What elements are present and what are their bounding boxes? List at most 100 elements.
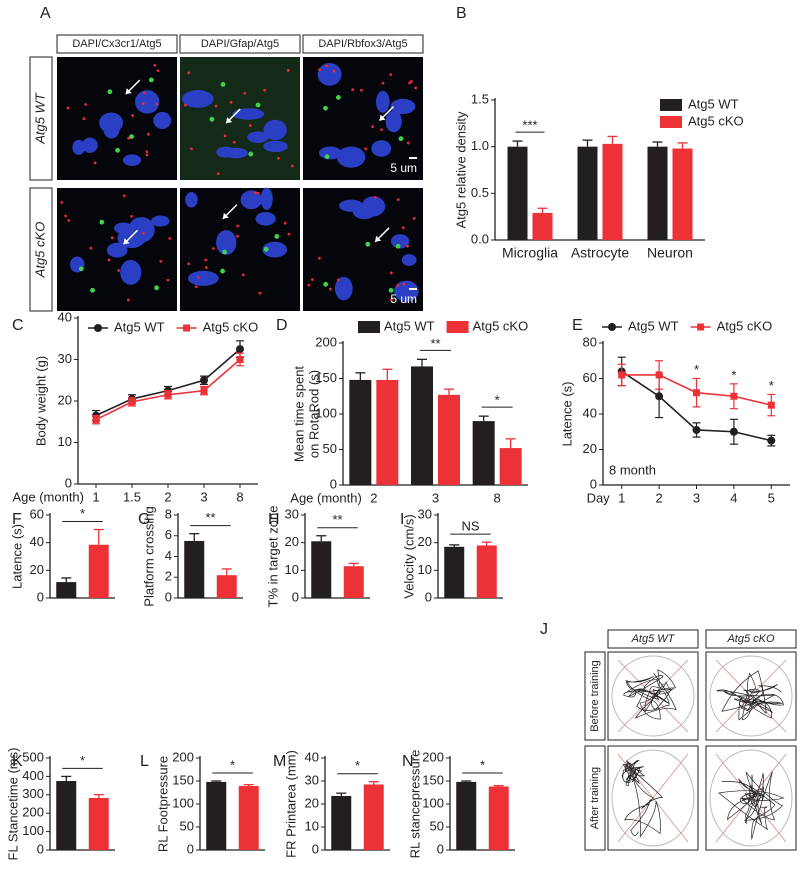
- puncta: [236, 234, 239, 238]
- nucleus: [182, 90, 214, 108]
- puncta: [232, 140, 236, 144]
- puncta: [283, 221, 287, 225]
- significance: *: [80, 506, 85, 521]
- bar: [88, 797, 109, 850]
- puncta: [389, 73, 393, 77]
- y-tick-label: 0.5: [471, 185, 489, 200]
- puncta: [323, 281, 329, 287]
- x-tick-label: 2: [370, 490, 377, 505]
- puncta: [67, 219, 71, 222]
- legend-marker: [183, 324, 191, 332]
- y-tick-label: 0: [425, 589, 432, 604]
- y-tick-label: 60: [30, 506, 44, 521]
- x-tick-label: Astrocyte: [571, 245, 630, 261]
- y-tick-label: 200: [22, 805, 44, 820]
- y-tick-label: 50: [180, 818, 194, 833]
- y-axis-label: Atg5 relative density: [453, 111, 468, 229]
- nucleus: [334, 276, 353, 301]
- pool: [709, 655, 793, 737]
- bar: [438, 394, 460, 485]
- bar: [238, 786, 259, 850]
- y-tick-label: 50: [323, 441, 337, 456]
- y-tick-label: 20: [58, 392, 72, 407]
- puncta: [159, 259, 163, 263]
- y-tick-label: 60: [583, 370, 597, 385]
- y-tick-label: 0: [330, 476, 337, 491]
- puncta: [66, 106, 70, 110]
- legend-marker: [697, 323, 705, 331]
- puncta: [229, 100, 233, 104]
- bar: [206, 781, 227, 850]
- column-header-box: [179, 34, 301, 54]
- nucleus: [232, 108, 265, 120]
- puncta: [336, 278, 340, 282]
- x-tick-label: 2: [164, 489, 171, 504]
- legend-marker: [608, 323, 616, 331]
- nucleus: [260, 187, 273, 211]
- significance: *: [480, 757, 485, 772]
- column-header-box: [302, 34, 424, 54]
- row-header: Before training: [589, 660, 601, 732]
- point: [164, 391, 172, 399]
- nucleus: [106, 242, 128, 258]
- nucleus: [185, 192, 198, 208]
- column-header: Atg5 WT: [631, 633, 676, 645]
- puncta: [89, 246, 93, 250]
- puncta: [64, 214, 68, 218]
- significance: **: [430, 336, 440, 351]
- nucleus: [151, 215, 170, 227]
- x-tick-label: 3: [200, 489, 207, 504]
- nucleus: [117, 228, 146, 249]
- nucleus: [240, 190, 263, 210]
- swim-track: [718, 771, 785, 840]
- y-tick-label: 20: [305, 795, 319, 810]
- x-tick-label: 2: [655, 490, 662, 505]
- x-tick-label: Microglia: [502, 245, 558, 261]
- puncta: [380, 128, 383, 132]
- y-tick-label: 40: [305, 749, 319, 764]
- bar: [488, 786, 509, 850]
- puncta: [145, 153, 149, 157]
- puncta: [236, 224, 240, 228]
- point: [128, 398, 136, 406]
- nucleus: [263, 140, 288, 153]
- bar: [349, 379, 372, 485]
- puncta: [126, 298, 130, 302]
- y-tick-label: 500: [22, 749, 44, 764]
- puncta: [412, 217, 416, 220]
- y-tick-label: 100: [172, 795, 194, 810]
- puncta: [183, 103, 187, 107]
- puncta: [130, 214, 134, 218]
- puncta: [243, 91, 247, 95]
- nucleus: [216, 230, 237, 255]
- pool: [611, 655, 695, 737]
- panel-letter: D: [276, 317, 288, 334]
- puncta: [204, 258, 208, 262]
- y-tick-label: 20: [418, 534, 432, 549]
- puncta: [360, 88, 363, 92]
- line: [95, 348, 241, 417]
- puncta: [351, 88, 355, 92]
- puncta: [216, 172, 220, 176]
- legend-label: Atg5 cKO: [203, 319, 259, 334]
- bar: [88, 544, 109, 598]
- significance: *: [694, 362, 699, 377]
- nucleus: [224, 147, 248, 159]
- puncta: [187, 71, 191, 75]
- bar: [507, 146, 528, 240]
- puncta: [214, 104, 218, 108]
- pool: [709, 749, 793, 847]
- puncta: [154, 285, 160, 291]
- x-axis-label: Day: [587, 490, 611, 505]
- column-header-box: [705, 629, 797, 649]
- puncta: [276, 156, 280, 160]
- y-tick-label: 0: [37, 841, 44, 856]
- puncta: [402, 282, 406, 286]
- point: [236, 345, 244, 354]
- y-tick-label: 150: [422, 772, 444, 787]
- column-header: DAPI/Gfap/Atg5: [201, 38, 279, 50]
- bar: [577, 146, 598, 240]
- panel-letter: L: [140, 753, 149, 770]
- y-axis-label: on RotaRod (s): [306, 370, 321, 458]
